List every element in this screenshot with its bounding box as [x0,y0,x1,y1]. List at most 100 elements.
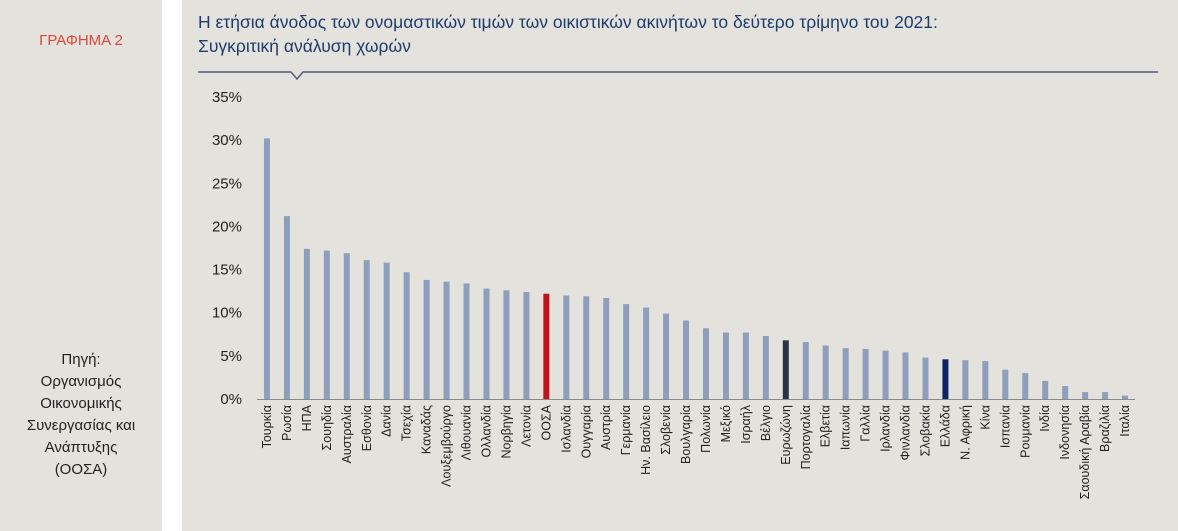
bar [543,293,550,399]
bar [643,307,650,399]
x-tick-label: Αυστρία [599,405,613,450]
x-tick-label: Τσεχία [400,405,414,441]
x-tick-label: Νορβηγία [499,405,513,459]
x-tick-label: Δανία [380,405,394,437]
bar [1102,392,1109,399]
bar [962,360,969,399]
x-tick-label: Σλοβενία [659,405,673,455]
x-tick-label: Ρουμανία [1018,405,1032,458]
x-tick-label: Ρωσία [280,405,294,441]
y-tick-label: 5% [220,348,242,365]
y-tick-label: 15% [212,262,242,279]
x-tick-label: Ελλάδα [938,405,952,447]
bar [882,350,889,399]
bar [303,248,310,399]
bar [403,272,410,399]
x-tick-label: ΟΟΣΑ [539,404,553,440]
x-tick-label: Ιταλία [1118,405,1132,437]
x-tick-labels: Τουρκία Ρωσία ΗΠΑ Σουηδία Αυστραλία Εσθονία Δα… [260,404,1132,499]
bar [583,296,590,399]
bar [722,332,729,399]
x-tick-label: Ινδονησία [1058,405,1072,460]
source-line: Οργανισμός [40,373,122,390]
x-tick-label: Λουξεμβούργο [440,405,454,487]
y-tick-label: 0% [220,391,242,408]
x-tick-label: Ισραήλ [739,404,753,443]
bar [862,348,869,399]
x-tick-label: Γερμανία [619,405,633,455]
x-tick-label: Λετονία [519,405,533,447]
x-tick-label: Σουηδία [320,405,334,450]
x-tick-label: Φινλανδία [899,405,913,461]
x-tick-label: Πορτογαλία [799,405,813,469]
bar [443,281,450,399]
y-tick-label: 30% [212,132,242,149]
bar [283,216,290,399]
bars [263,138,1129,399]
bar [263,138,270,399]
x-tick-label: Ισλανδία [559,405,573,453]
bar [762,336,769,399]
sidebar-panel [0,0,162,531]
title-rule [198,71,1158,81]
bar [663,313,670,399]
bar [982,361,989,399]
bar [363,260,370,399]
bar [623,304,630,399]
bar [463,283,470,399]
chart-title-line: Συγκριτική ανάλυση χωρών [198,36,411,56]
bar [1062,386,1069,399]
bar [1082,392,1089,399]
x-tick-label: Ουγγαρία [579,405,593,458]
bar [383,262,390,399]
x-tick-label: Πολωνία [699,405,713,453]
bar [802,342,809,399]
chart-title: Η ετήσια άνοδος των ονομαστικών τιμών τω… [198,10,1158,58]
bar [1122,395,1129,399]
x-tick-label: Ιαπωνία [839,405,853,450]
x-tick-label: Ελβετία [819,405,833,447]
source-line: Συνεργασίας και [26,417,136,434]
x-tick-label: Αυστραλία [340,405,354,463]
bar [782,340,789,399]
bar [902,352,909,399]
bar [742,332,749,399]
bar [503,290,510,399]
x-tick-label: Σαουδική Αραβία [1078,405,1092,499]
x-tick-label: Κίνα [978,405,992,430]
x-tick-label: Ισπανία [998,405,1012,448]
source-note: Πηγή: Οργανισμός Οικονομικής Συνεργασίας… [0,349,162,481]
source-line: Πηγή: [61,351,101,368]
bar [563,295,570,399]
bar [942,359,949,399]
figure-label: ΓΡΑΦΗΜΑ 2 [39,32,123,49]
bar [1002,369,1009,399]
source-line: (ΟΟΣΑ) [54,461,108,478]
bar [423,279,430,399]
source-line: Οικονομικής [40,395,122,412]
x-tick-label: Μεξικό [719,405,733,442]
bar [523,292,530,399]
title-rule-line [198,71,1158,81]
source-line: Ανάπτυξης [44,439,118,456]
y-tick-label: 10% [212,305,242,322]
bar [822,345,829,399]
bar [1022,373,1029,399]
chart-title-line: Η ετήσια άνοδος των ονομαστικών τιμών τω… [198,12,938,32]
y-tick-label: 20% [212,218,242,235]
bar [1042,380,1049,399]
x-tick-label: Λιθουανία [460,405,474,460]
gutter [162,0,182,531]
x-tick-label: Γαλλία [859,405,873,442]
x-tick-label: Σλοβακία [918,405,932,456]
bar [842,348,849,399]
bar [323,250,330,399]
bar [483,288,490,399]
bar [603,298,610,399]
x-tick-label: Ιρλανδία [879,405,893,452]
x-tick-label: Ην. Βασίλειο [639,405,653,475]
bar [922,357,929,399]
x-tick-label: Εσθονία [360,405,374,451]
y-tick-label: 25% [212,175,242,192]
